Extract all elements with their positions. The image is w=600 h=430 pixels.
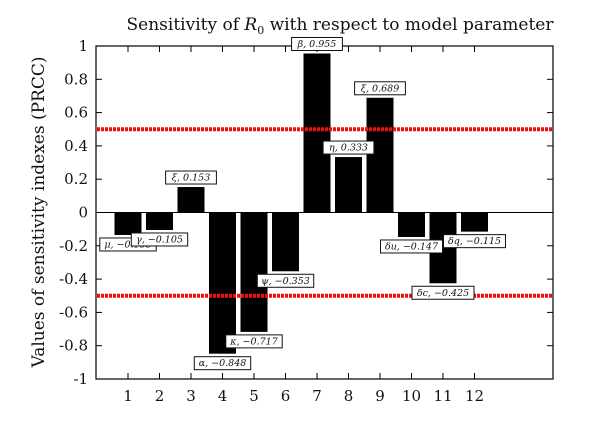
x-tick-label: 6	[281, 387, 291, 405]
data-label: γ, −0.105	[136, 234, 183, 245]
data-label-box	[130, 232, 189, 247]
data-label: α, −0.848	[199, 358, 247, 369]
y-tick-label: 0	[78, 204, 88, 222]
data-label-box	[256, 273, 315, 288]
chart-title-symbol: R	[243, 15, 257, 35]
data-label: κ, −0.717	[229, 336, 278, 347]
data-label-box	[411, 285, 475, 300]
data-label: δu, −0.147	[385, 241, 439, 252]
y-tick-label: 1	[78, 37, 88, 55]
data-label-box	[322, 140, 375, 155]
bar	[272, 212, 299, 272]
data-label: ξ, 0.689	[361, 83, 399, 94]
y-tick-label: -1	[73, 370, 88, 388]
bar	[177, 187, 205, 213]
data-label-box	[225, 334, 283, 349]
x-tick-label: 2	[155, 387, 165, 405]
plot-area: -1-0.8-0.6-0.4-0.200.20.40.60.811 2 3 4 5 6 7 8…	[59, 36, 554, 405]
y-tick-label: -0.4	[59, 270, 88, 288]
x-tick-label: 12	[465, 387, 484, 405]
data-label: β, 0.955	[297, 39, 337, 50]
data-label-box	[291, 36, 343, 51]
data-label: ξ, 0.153	[172, 173, 210, 184]
y-tick-label: 0.8	[64, 70, 88, 88]
y-tick-label: -0.2	[59, 237, 88, 255]
data-label-box	[354, 81, 406, 96]
x-tick-label: 8	[344, 387, 354, 405]
x-tick-label: 10	[402, 387, 421, 405]
data-label-box	[165, 170, 217, 185]
x-tick-label: 11	[433, 387, 452, 405]
chart-title-main: Sensitivity of	[127, 15, 245, 35]
bar	[461, 212, 488, 232]
chart-title: Sensitivity of R0 with respect to model …	[127, 15, 555, 37]
chart-title-rest: with respect to model parameter	[264, 15, 554, 35]
bar	[335, 157, 362, 213]
bar	[303, 53, 331, 213]
data-label: μ, −0.135	[104, 239, 151, 250]
bar	[366, 97, 394, 213]
x-tick-label: 4	[218, 387, 228, 405]
x-tick-label: 7	[312, 387, 322, 405]
data-label-box	[380, 239, 443, 254]
data-label: η, 0.333	[329, 143, 368, 154]
bar	[209, 212, 236, 354]
x-tick-label: 1	[123, 387, 133, 405]
bar	[114, 212, 142, 235]
y-axis-label: Values of sensitivity indexes (PRCC)	[29, 56, 49, 368]
bar	[398, 212, 425, 237]
data-label: ψ, −0.353	[261, 276, 310, 287]
bar	[240, 212, 268, 332]
data-label-box	[443, 234, 506, 249]
chart-title-subscript: 0	[257, 24, 264, 37]
y-tick-label: 0.6	[64, 104, 88, 122]
y-tick-label: 0.2	[64, 170, 88, 188]
bar	[146, 212, 173, 230]
y-tick-label: 0.4	[64, 137, 88, 155]
data-label: δc, −0.425	[417, 288, 469, 299]
x-tick-label: 9	[375, 387, 385, 405]
data-label-box	[193, 356, 252, 371]
y-tick-label: -0.8	[59, 337, 88, 355]
y-tick-label: -0.6	[59, 303, 88, 321]
data-label: δq, −0.115	[448, 236, 501, 247]
x-tick-label: 3	[186, 387, 196, 405]
x-tick-label: 5	[249, 387, 259, 405]
